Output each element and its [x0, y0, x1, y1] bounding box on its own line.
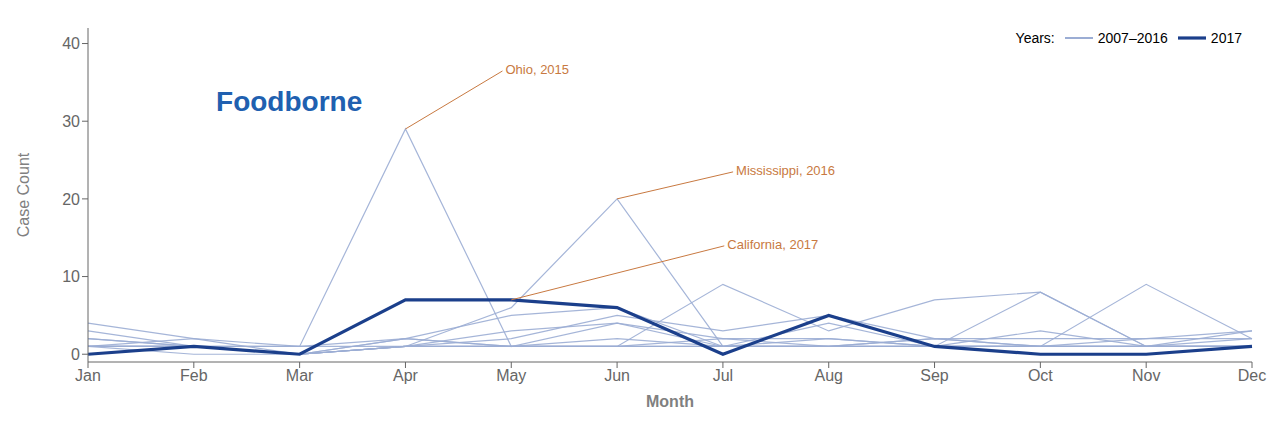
svg-text:Mar: Mar	[286, 367, 314, 384]
svg-text:Jun: Jun	[604, 367, 630, 384]
svg-text:Feb: Feb	[180, 367, 208, 384]
svg-text:Jan: Jan	[75, 367, 101, 384]
svg-text:10: 10	[62, 268, 80, 285]
html-text:Foodborne: Foodborne	[216, 86, 363, 118]
svg-text:Jul: Jul	[713, 367, 733, 384]
svg-text:30: 30	[62, 113, 80, 130]
html-text:Years:: Years:	[1015, 30, 1055, 46]
svg-text:California, 2017: California, 2017	[727, 237, 818, 252]
svg-text:Ohio, 2015: Ohio, 2015	[505, 62, 569, 77]
svg-text:Oct: Oct	[1028, 367, 1053, 384]
svg-text:Case Count: Case Count	[15, 152, 32, 237]
html-text:2017: 2017	[1210, 30, 1242, 46]
svg-text:20: 20	[62, 191, 80, 208]
svg-text:May: May	[496, 367, 526, 384]
svg-text:40: 40	[62, 35, 80, 52]
html-text:2007–2016: 2007–2016	[1097, 30, 1168, 46]
svg-text:Mississippi, 2016: Mississippi, 2016	[736, 163, 835, 178]
svg-text:Month: Month	[646, 393, 694, 410]
svg-text:Sep: Sep	[920, 367, 949, 384]
svg-text:Apr: Apr	[393, 367, 419, 384]
svg-text:Aug: Aug	[814, 367, 842, 384]
svg-text:Dec: Dec	[1238, 367, 1266, 384]
svg-text:Nov: Nov	[1132, 367, 1160, 384]
svg-text:0: 0	[71, 346, 80, 363]
